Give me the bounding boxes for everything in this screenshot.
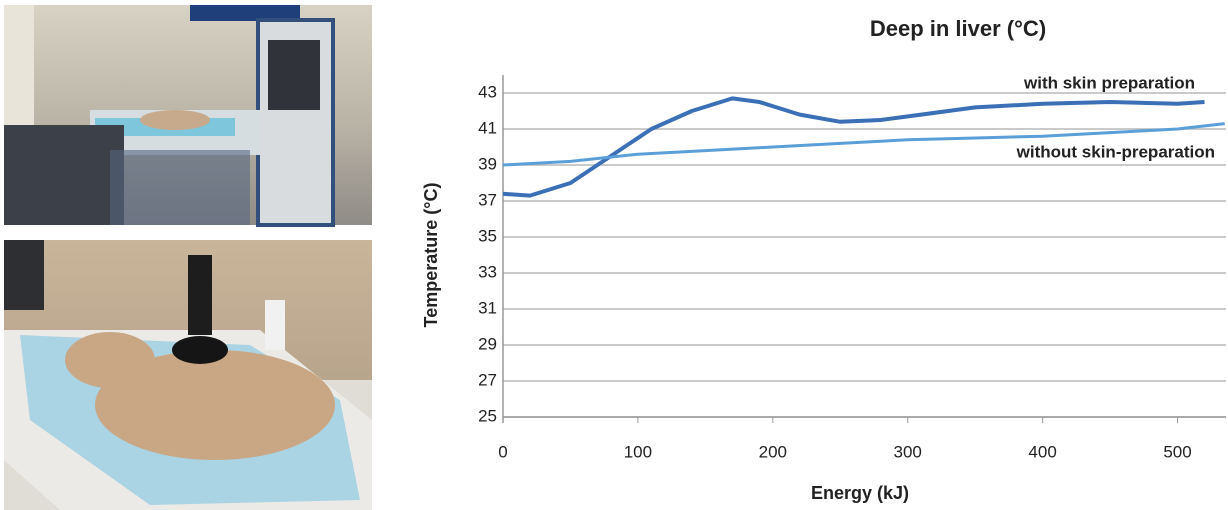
photo-lab	[4, 5, 372, 227]
series-label: with skin preparation	[1023, 73, 1195, 92]
y-tick-label: 41	[478, 118, 497, 137]
chart-title: Deep in liver (°C)	[870, 16, 1046, 41]
series-line	[502, 122, 1225, 167]
y-tick-label: 39	[478, 154, 497, 173]
photo-animal	[4, 240, 372, 510]
y-tick-label: 25	[478, 406, 497, 425]
y-tick-label: 43	[478, 82, 497, 101]
x-tick-label: 200	[759, 442, 787, 461]
y-tick-label: 37	[478, 190, 497, 209]
series-label: without skin-preparation	[1016, 142, 1215, 161]
y-tick-label: 27	[478, 370, 497, 389]
x-tick-label: 300	[894, 442, 922, 461]
x-tick-label: 100	[624, 442, 652, 461]
y-tick-label: 33	[478, 262, 497, 281]
x-axis-label: Energy (kJ)	[811, 483, 909, 503]
y-tick-label: 29	[478, 334, 497, 353]
y-tick-label: 35	[478, 226, 497, 245]
y-tick-label: 31	[478, 298, 497, 317]
x-tick-label: 500	[1163, 442, 1191, 461]
x-tick-label: 0	[498, 442, 507, 461]
series-line	[502, 96, 1205, 198]
x-tick-label: 400	[1028, 442, 1056, 461]
y-axis-label: Temperature (°C)	[421, 183, 441, 328]
